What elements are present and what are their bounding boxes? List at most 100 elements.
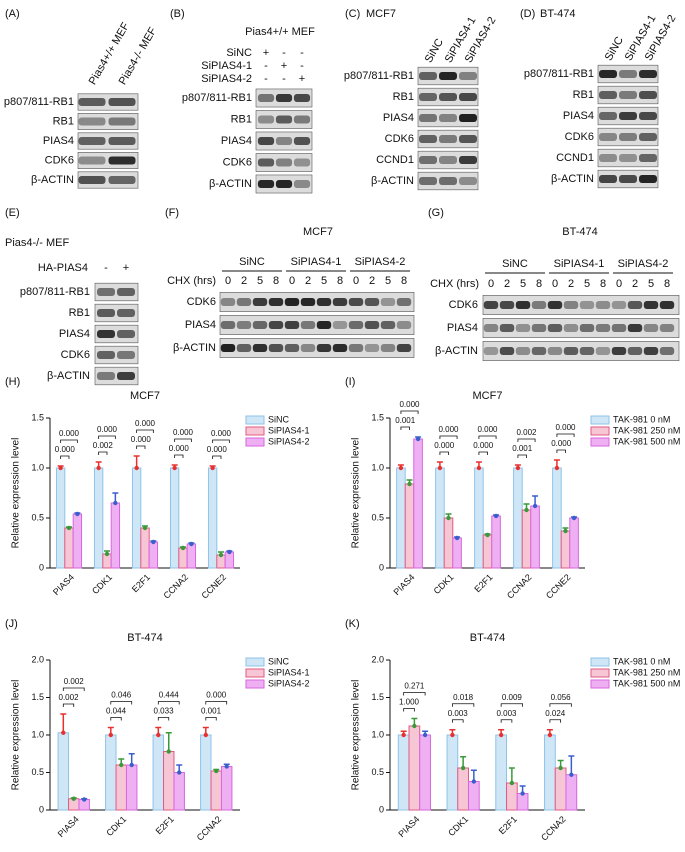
bar	[396, 467, 406, 569]
blot-band	[483, 324, 499, 332]
significance-bracket	[452, 703, 475, 707]
bar	[552, 467, 562, 569]
blot-band	[364, 321, 380, 329]
blot-band	[419, 72, 437, 80]
legend-label: TAK-981 250 nM	[613, 667, 680, 677]
blot-band	[220, 344, 236, 352]
p-value: 0.003	[496, 709, 517, 718]
blot-band	[332, 298, 348, 306]
condition-mark: +	[123, 262, 129, 274]
chart-title: MCF7	[473, 390, 503, 402]
y-axis-label: Relative expression level	[11, 438, 22, 549]
data-point	[214, 768, 219, 774]
significance-bracket	[62, 687, 85, 691]
significance-bracket	[212, 439, 230, 443]
bar	[474, 467, 484, 569]
data-point	[66, 525, 72, 531]
data-point	[104, 551, 110, 557]
row-label: CDK6	[45, 154, 74, 166]
blot-band	[639, 133, 657, 141]
time-label: 5	[648, 278, 654, 290]
blot-band	[380, 344, 396, 352]
bar	[397, 734, 410, 811]
blot-band	[547, 324, 563, 332]
legend-label: SiPIAS4-2	[268, 436, 310, 446]
blot-band	[275, 94, 293, 102]
data-point	[166, 749, 171, 754]
data-point	[471, 779, 477, 784]
p-value: 0.000	[207, 445, 228, 454]
blot-title: Pias4-/- MEF	[5, 237, 69, 249]
blot-band	[595, 301, 611, 309]
blot-band	[611, 324, 627, 332]
bar	[435, 467, 445, 569]
blot-band	[396, 344, 412, 352]
blot-band	[293, 94, 311, 102]
significance-bracket	[205, 717, 217, 721]
significance-bracket	[549, 719, 562, 723]
data-point	[224, 764, 229, 769]
x-tick-label: PIAS4	[51, 572, 76, 597]
legend-swatch	[245, 437, 265, 447]
data-point	[156, 732, 161, 738]
blot-band	[348, 344, 364, 352]
y-axis-label: Relative expression level	[11, 680, 22, 791]
chart-title: BT-474	[470, 632, 505, 644]
bar	[93, 467, 104, 569]
bar	[457, 767, 469, 811]
blot-band	[619, 112, 637, 120]
x-tick-label: CCNA2	[505, 572, 534, 601]
blot-band	[531, 347, 547, 355]
blot-band	[599, 112, 617, 120]
blot-band	[579, 347, 595, 355]
y-tick-label: 1.0	[31, 729, 44, 739]
blot-band	[220, 298, 236, 306]
blot-band	[257, 180, 275, 188]
bar	[495, 734, 508, 811]
blot-band	[284, 298, 300, 306]
data-point	[547, 732, 553, 738]
row-label: CDK6	[61, 349, 90, 361]
blot-band	[639, 154, 657, 162]
p-value: 0.000	[173, 428, 194, 437]
legend-swatch	[590, 668, 610, 678]
panel-label: (F)	[165, 207, 179, 219]
significance-bracket	[478, 435, 497, 439]
time-label: 2	[568, 278, 574, 290]
blot-band	[293, 137, 311, 145]
blot-band	[459, 135, 477, 143]
blot-band	[643, 324, 659, 332]
bar	[178, 547, 188, 569]
blot-band	[316, 321, 332, 329]
row-label: CDK6	[187, 296, 216, 308]
blot-band	[515, 301, 531, 309]
blot-strip	[255, 131, 313, 151]
y-tick-label: 0.5	[371, 512, 384, 522]
blot-band	[236, 321, 252, 329]
blot-band	[599, 175, 617, 183]
row-label: RB1	[53, 115, 74, 127]
row-label: β-ACTIN	[47, 370, 90, 382]
x-tick-label: CCNA2	[161, 572, 190, 601]
condition-label: SiPIAS4-1	[201, 60, 252, 72]
blot-band	[643, 347, 659, 355]
blot-band	[639, 91, 657, 99]
blot-band	[268, 344, 284, 352]
blot-band	[316, 298, 332, 306]
condition-mark: -	[264, 73, 268, 85]
blot-band	[439, 177, 457, 185]
bar	[443, 517, 454, 569]
blot-band	[659, 324, 675, 332]
panel-label: (D)	[520, 8, 535, 20]
data-point	[515, 465, 521, 471]
p-value: 0.000	[555, 423, 576, 432]
blot-band	[619, 154, 637, 162]
condition-mark: +	[299, 73, 305, 85]
x-tick-label: CCNA2	[195, 814, 224, 843]
bar	[569, 517, 579, 569]
p-value: 0.000	[477, 425, 498, 434]
y-axis-label: Relative expression level	[351, 438, 362, 549]
row-label: RB1	[231, 113, 252, 125]
row-label: PIAS4	[43, 135, 74, 147]
time-label: 5	[385, 275, 391, 287]
